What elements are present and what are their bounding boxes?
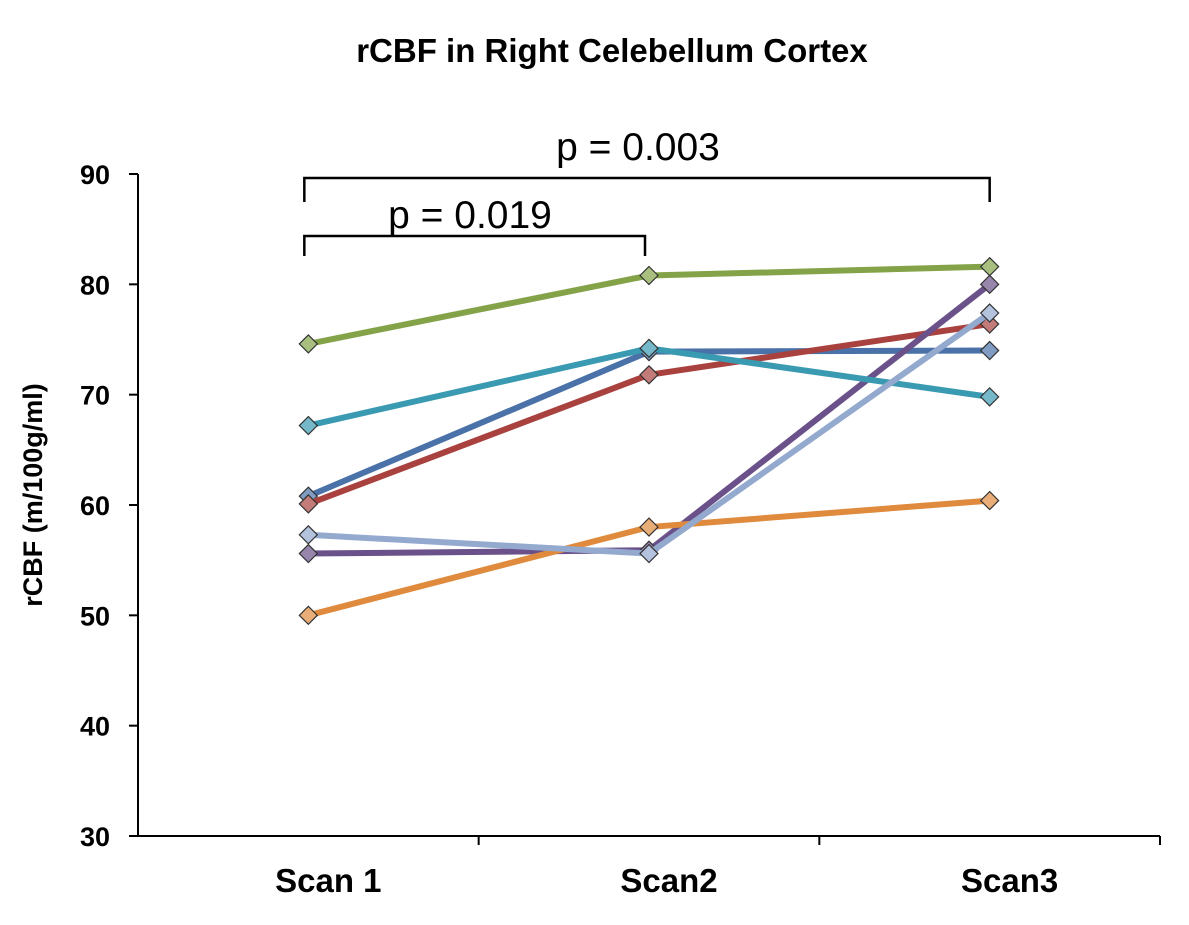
y-axis-label: rCBF (m/100g/ml) (18, 383, 48, 607)
series-line-group (298, 314, 1000, 514)
data-point (979, 490, 1000, 511)
data-point (979, 387, 1000, 407)
data-point (979, 314, 1000, 334)
data-point (298, 605, 319, 626)
significance-bracket (303, 176, 991, 202)
data-point (298, 415, 319, 436)
series-line-group (298, 490, 1000, 626)
y-tick-label: 80 (80, 270, 110, 300)
y-tick-label: 30 (80, 822, 110, 852)
data-point (639, 543, 659, 564)
data-point (298, 494, 319, 514)
data-point (979, 274, 1000, 295)
y-tick-label: 70 (80, 381, 110, 411)
x-tick-label: Scan3 (961, 862, 1058, 899)
p-value-label: p = 0.019 (388, 194, 552, 237)
series-line-group (298, 338, 1000, 436)
p-value-label: p = 0.003 (556, 126, 720, 169)
y-tick-label: 50 (80, 601, 110, 631)
chart-title: rCBF in Right Celebellum Cortex (356, 32, 868, 69)
data-point (639, 364, 659, 385)
y-ticks: 30 40 50 60 70 80 90 (80, 160, 138, 852)
data-point (639, 338, 659, 359)
x-tick-label: Scan 1 (275, 862, 381, 899)
significance-bracket (303, 234, 647, 256)
data-point (298, 334, 319, 354)
data-point (639, 517, 659, 537)
series-line-group (298, 303, 1000, 564)
data-point (979, 340, 1000, 361)
data-point (979, 256, 1000, 277)
data-point (298, 543, 319, 564)
x-tick-label: Scan2 (620, 862, 717, 899)
y-tick-label: 40 (80, 712, 110, 742)
series-line-group (298, 256, 1000, 354)
y-tick-label: 60 (80, 491, 110, 521)
data-point (639, 265, 659, 286)
x-ticks: Scan 1 Scan2 Scan3 (275, 836, 1161, 899)
series-group (298, 256, 1000, 626)
data-point (979, 303, 1000, 323)
y-tick-label: 90 (80, 160, 110, 190)
data-point (298, 524, 319, 545)
